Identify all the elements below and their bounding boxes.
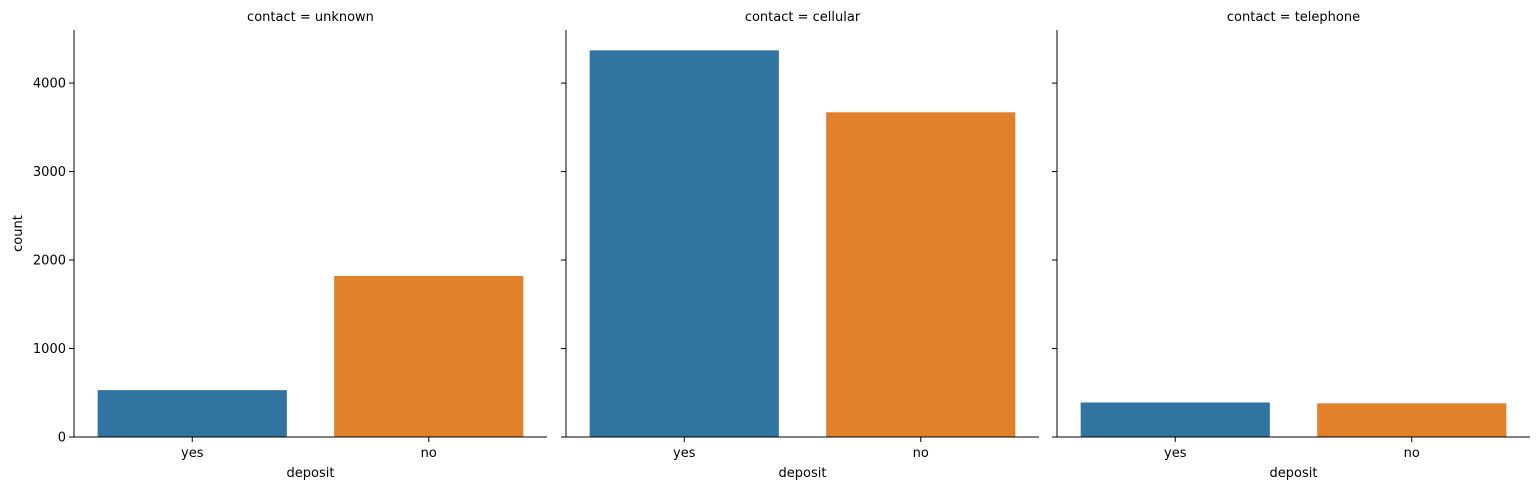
y-tick-label: 2000	[33, 254, 66, 269]
x-axis-label: deposit	[287, 466, 335, 481]
facet-title: contact = telephone	[1227, 10, 1360, 25]
x-axis-label: deposit	[779, 466, 827, 481]
y-tick-label: 3000	[33, 165, 66, 180]
facet-title: contact = unknown	[247, 10, 374, 25]
facet-title: contact = cellular	[745, 10, 861, 25]
x-tick-label: no	[421, 446, 437, 461]
x-tick-label: no	[1404, 446, 1420, 461]
x-axis-label: deposit	[1270, 466, 1318, 481]
bar-yes-1	[589, 50, 779, 437]
x-tick-label: yes	[181, 446, 204, 461]
bar-yes-2	[1080, 402, 1270, 437]
y-tick-label: 0	[58, 431, 66, 446]
y-axis-label: count	[11, 215, 26, 252]
y-tick-label: 4000	[33, 77, 66, 92]
y-tick-label: 1000	[33, 342, 66, 357]
bar-no-1	[826, 112, 1016, 437]
bar-no-0	[334, 275, 524, 437]
x-tick-label: yes	[673, 446, 696, 461]
x-tick-label: yes	[1164, 446, 1187, 461]
x-tick-label: no	[913, 446, 929, 461]
bar-yes-0	[97, 390, 287, 437]
bar-no-2	[1317, 403, 1507, 437]
